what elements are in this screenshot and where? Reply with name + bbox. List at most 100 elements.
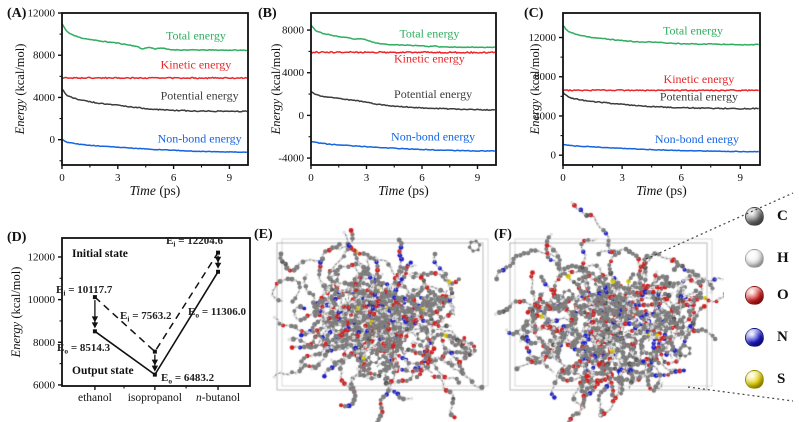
arrow-head	[214, 262, 222, 269]
point-value-label: Ei = 10117.7	[56, 284, 113, 298]
category-label: n-butanol	[196, 392, 240, 404]
energy-chart-a: Total energy Kinetic energy Potential ener…	[13, 8, 249, 198]
y-tick-label: 8000	[282, 25, 305, 37]
x-tick-label: 3	[619, 172, 625, 184]
legend-item-hydrogen: H	[745, 249, 789, 268]
legend-item-sulfur: S	[745, 370, 785, 389]
point-value-label: Eo = 11306.0	[188, 306, 247, 320]
x-tick-label: 0	[308, 172, 314, 184]
sulfur-atom-icon	[745, 370, 764, 389]
series-label: Potential energy	[161, 89, 239, 103]
arrow-head	[91, 316, 99, 323]
x-axis-label: Time (ps)	[378, 183, 429, 198]
data-point	[92, 295, 97, 300]
legend-symbol: C	[777, 208, 788, 224]
y-tick-label: 4000	[282, 67, 305, 79]
series-line-kinetic-energy	[563, 89, 759, 92]
y-axis-label: Energy (kcal/mol)	[528, 44, 542, 136]
plot-frame	[562, 12, 761, 166]
category-label: isopropanol	[128, 392, 182, 404]
molecular-model-f	[494, 200, 724, 422]
arrow-head	[214, 256, 222, 263]
oxygen-atom-icon	[745, 286, 764, 305]
series-label: Kinetic energy	[394, 52, 465, 66]
point-value-label: Eo = 8514.3	[57, 342, 111, 356]
initial-state-line	[94, 252, 219, 353]
series-line-kinetic-energy	[61, 76, 248, 80]
output-state-line	[94, 271, 219, 376]
nitrogen-atom-icon	[745, 328, 764, 347]
plot-frame	[310, 12, 497, 166]
category-label: ethanol	[78, 392, 112, 404]
series-line-total-energy	[61, 23, 248, 52]
energy-chart-c: Total energy Kinetic energy Potential ener…	[528, 12, 761, 198]
y-axis-label: Energy (kcal/mol)	[269, 44, 283, 136]
panel-label-a: (A)	[7, 6, 27, 21]
x-axis-label: Time (ps)	[636, 183, 687, 198]
panel-label-e: (E)	[254, 227, 273, 242]
y-tick-label: 8000	[33, 50, 56, 62]
x-tick-label: 3	[364, 172, 370, 184]
data-point	[92, 329, 97, 334]
panel-label-f: (F)	[494, 227, 512, 242]
x-tick-label: 9	[738, 172, 744, 184]
data-point	[152, 372, 157, 377]
data-point	[216, 250, 221, 255]
panel-label-b: (B)	[258, 6, 277, 21]
y-tick-label: 12000	[28, 251, 56, 263]
atom-legend: C H O N S	[735, 200, 799, 422]
y-tick-label: 10000	[28, 294, 56, 306]
arrow-head	[91, 322, 99, 329]
y-tick-label: 0	[551, 150, 557, 162]
point-value-label: Ei = 7563.2	[120, 310, 172, 324]
series-line-total-energy	[310, 24, 495, 49]
y-tick-label: 12000	[529, 32, 557, 44]
series-line-potential-energy	[310, 91, 495, 112]
series-line-potential-energy	[562, 91, 759, 110]
legend-item-nitrogen: N	[745, 328, 788, 347]
series-line-non-bond-energy	[310, 140, 495, 152]
legend-symbol: O	[777, 287, 789, 303]
x-axis-label: Time (ps)	[130, 183, 181, 198]
output-state-annotation: Output state	[72, 365, 134, 377]
series-line-total-energy	[562, 25, 760, 46]
y-tick-label: 8000	[534, 71, 557, 83]
energy-chart-b: Total energy Kinetic energy Potential ener…	[269, 12, 497, 198]
data-point	[152, 349, 157, 354]
x-tick-label: 6	[171, 172, 177, 184]
legend-symbol: H	[777, 250, 789, 266]
panel-label-d: (D)	[7, 230, 27, 245]
panel-label-c: (C)	[524, 6, 544, 21]
series-label: Potential energy	[660, 89, 738, 103]
x-tick-label: 9	[475, 172, 481, 184]
molecular-model-e	[250, 200, 498, 422]
y-tick-label: 12000	[28, 8, 56, 20]
series-label: Non-bond energy	[391, 129, 475, 143]
state-energy-chart-d: 6000 8000 10000 12000 ethanol isopropanol n-bu…	[9, 235, 251, 404]
hydrogen-atom-icon	[745, 249, 764, 268]
y-tick-label: -4000	[278, 153, 304, 165]
y-tick-label: 8000	[33, 337, 56, 349]
y-tick-label: 6000	[33, 379, 56, 391]
legend-symbol: N	[777, 329, 788, 345]
series-line-non-bond-energy	[562, 143, 759, 153]
y-tick-label: 0	[50, 134, 56, 146]
series-label: Kinetic energy	[664, 72, 735, 86]
series-line-potential-energy	[61, 88, 248, 113]
arrow-head	[151, 365, 159, 372]
x-tick-label: 0	[59, 172, 65, 184]
x-tick-label: 3	[115, 172, 121, 184]
point-value-label: Ei = 12204.6	[166, 235, 223, 249]
x-tick-label: 9	[227, 172, 233, 184]
x-tick-label: 6	[678, 172, 684, 184]
x-tick-label: 0	[560, 172, 566, 184]
y-axis-label: Energy (kcal/mol)	[9, 267, 23, 359]
series-label: Total energy	[166, 28, 226, 42]
legend-item-carbon: C	[745, 207, 788, 226]
series-label: Non-bond energy	[158, 132, 242, 146]
series-label: Non-bond energy	[655, 132, 739, 146]
point-value-label: Eo = 6483.2	[161, 372, 215, 386]
series-label: Total energy	[663, 24, 723, 38]
carbon-atom-icon	[745, 207, 764, 226]
